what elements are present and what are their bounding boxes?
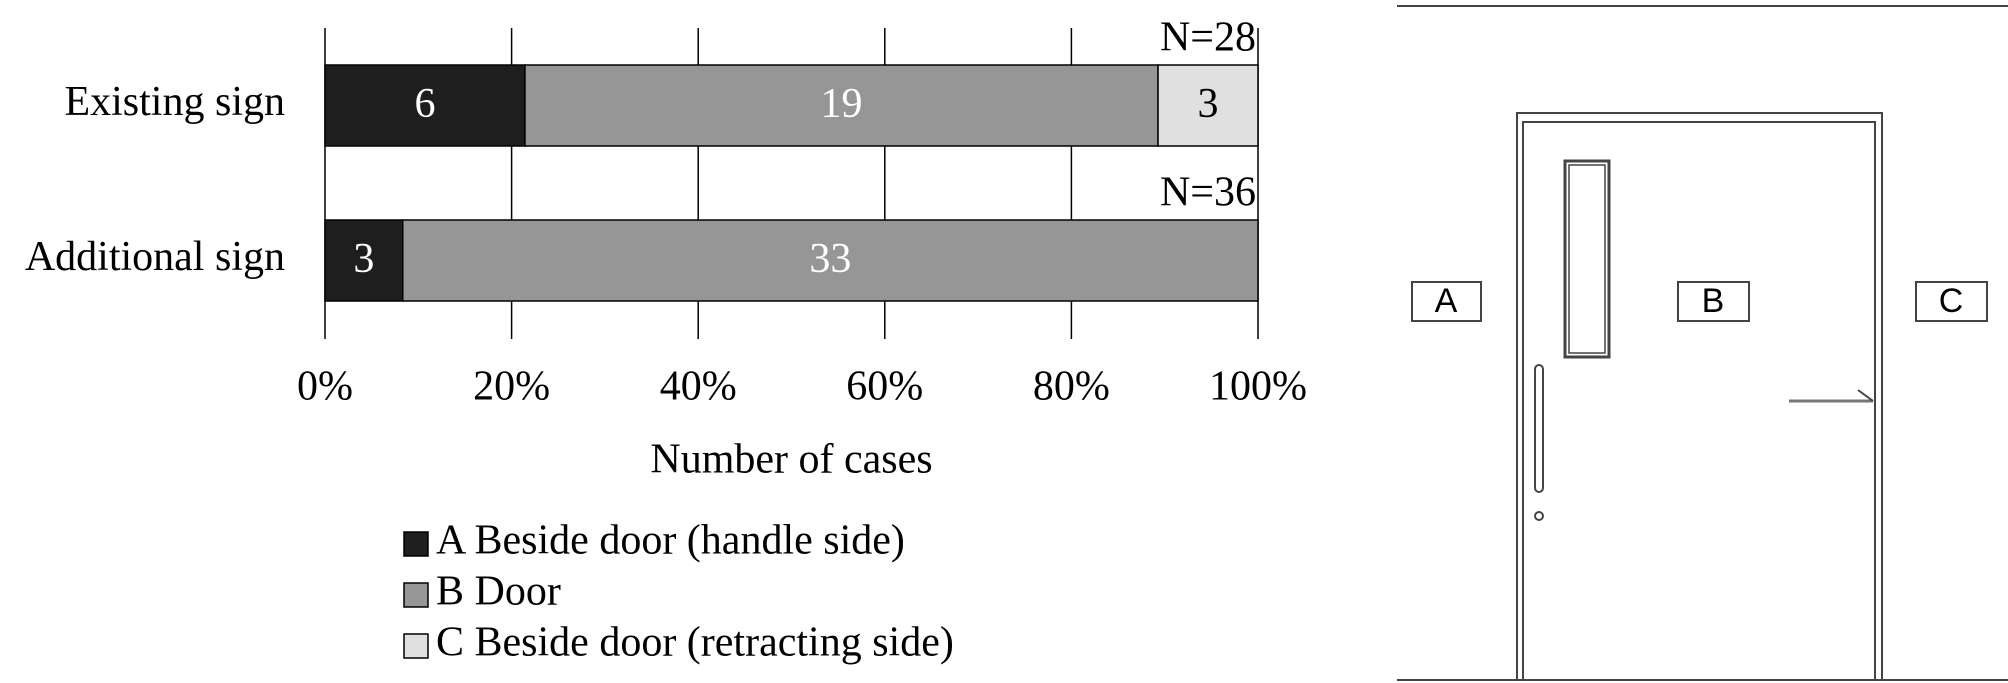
label-box-a [1411, 281, 1482, 322]
y-tick-label: Additional sign [25, 234, 285, 280]
label-box-c [1915, 281, 1988, 322]
door-frame-outer [1516, 112, 1883, 680]
diagram-label: B [1702, 282, 1725, 320]
diagram-label: A [1435, 282, 1458, 320]
bar-segment [402, 219, 1259, 302]
diagram-label: C [1939, 282, 1964, 320]
label-box-b [1677, 281, 1750, 322]
annotation: N=36 [1160, 170, 1256, 216]
legend-swatch [403, 531, 429, 557]
keyhole [1534, 511, 1544, 521]
legend-label: B Door [436, 569, 561, 615]
x-tick-label: 40% [660, 364, 737, 410]
door-diagram [1397, 5, 2008, 681]
y-tick-label: Existing sign [64, 79, 285, 125]
x-tick-label: 80% [1033, 364, 1110, 410]
x-tick-label: 100% [1209, 364, 1307, 410]
door-handle [1534, 364, 1544, 493]
data-label: 19 [820, 81, 862, 127]
annotation: N=28 [1160, 15, 1256, 61]
legend-label: A Beside door (handle side) [436, 518, 905, 564]
door-window-inner [1568, 164, 1606, 354]
data-label: 3 [1198, 81, 1219, 127]
legend-label: C Beside door (retracting side) [436, 620, 954, 666]
data-label: 6 [414, 81, 435, 127]
data-label: 3 [353, 236, 374, 282]
door-frame-inner [1522, 121, 1876, 680]
bar-segment [1157, 64, 1259, 147]
data-label: 33 [809, 236, 851, 282]
legend-swatch [403, 582, 429, 608]
x-tick-label: 0% [297, 364, 353, 410]
x-tick-label: 20% [473, 364, 550, 410]
door-window [1563, 159, 1611, 359]
x-axis-label: Number of cases [650, 437, 932, 483]
closer-tip [1857, 389, 1874, 402]
x-tick-label: 60% [846, 364, 923, 410]
legend-swatch [403, 633, 429, 659]
